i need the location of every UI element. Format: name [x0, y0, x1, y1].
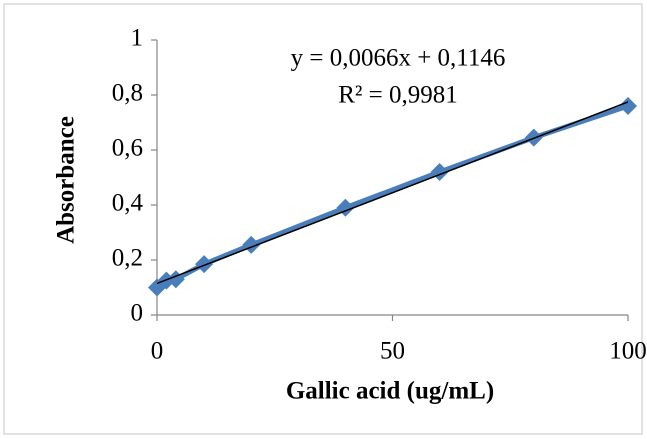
- x-tick-label: 100: [609, 338, 647, 365]
- trendline: [156, 101, 629, 285]
- y-tick-label: 0,8: [112, 80, 143, 107]
- marker: [195, 255, 214, 274]
- y-tick-label: 0: [131, 300, 144, 327]
- trend-equation: y = 0,0066x + 0,1146: [291, 45, 506, 72]
- y-tick-label: 0,2: [112, 245, 143, 272]
- x-tick-label: 0: [151, 338, 164, 365]
- x-tick-label: 50: [380, 338, 405, 365]
- y-tick-label: 0,4: [112, 190, 144, 217]
- x-axis-label: Gallic acid (ug/mL): [286, 378, 494, 405]
- y-tick-label: 1: [131, 25, 144, 52]
- y-tick-label: 0,6: [112, 135, 143, 162]
- y-axis-label: Absorbance: [53, 116, 80, 244]
- marker: [619, 97, 637, 115]
- trend-r2: R² = 0,9981: [338, 82, 458, 109]
